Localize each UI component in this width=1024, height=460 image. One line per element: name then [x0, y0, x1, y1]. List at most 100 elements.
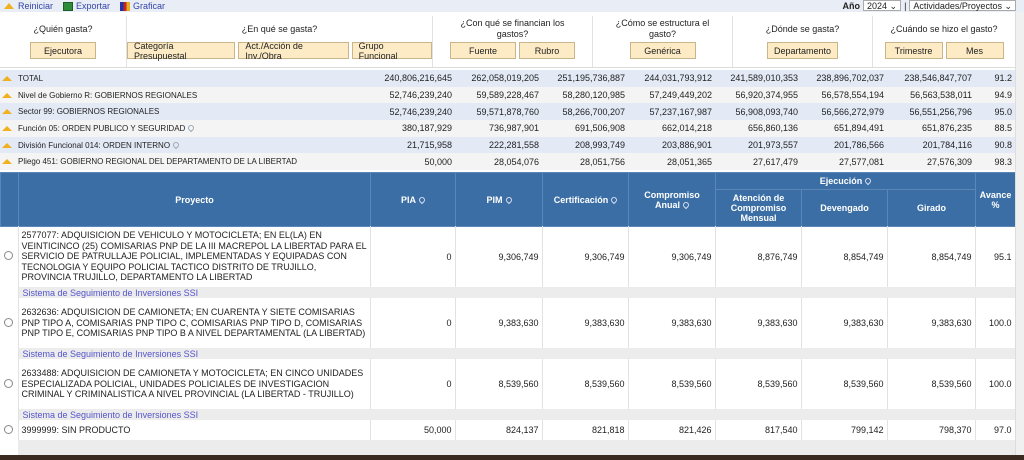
- summary-label: TOTAL: [18, 73, 44, 83]
- header-girado[interactable]: Girado: [886, 189, 977, 227]
- info-pin-icon[interactable]: [610, 195, 619, 204]
- summary-value: 662,014,218: [661, 123, 712, 134]
- project-value: 9,383,630: [628, 298, 716, 348]
- ssi-link[interactable]: Sistema de Seguimiento de Inversiones SS…: [18, 348, 1016, 359]
- summary-value: 240,806,216,645: [384, 73, 452, 84]
- project-value: 9,383,630: [887, 298, 976, 348]
- pia-label: PIA: [400, 194, 416, 205]
- summary-value: 238,546,847,707: [904, 73, 972, 84]
- info-pin-icon[interactable]: [417, 195, 427, 204]
- chart-link[interactable]: Graficar: [120, 1, 165, 11]
- header-avance[interactable]: Avance%: [975, 172, 1017, 227]
- header-pia[interactable]: PIA: [370, 172, 456, 227]
- rubro-button[interactable]: Rubro: [519, 42, 575, 59]
- info-pin-icon[interactable]: [504, 195, 513, 204]
- grupo-funcional-button[interactable]: Grupo Funcional: [351, 41, 432, 61]
- summary-row[interactable]: División Funcional 014: ORDEN INTERNO 21,…: [0, 136, 1015, 154]
- summary-label: Nivel de Gobierno R: GOBIERNOS REGIONALE…: [18, 90, 198, 100]
- summary-label-cell: Función 05: ORDEN PUBLICO Y SEGURIDAD: [0, 120, 370, 137]
- export-link[interactable]: Exportar: [63, 1, 110, 11]
- fuente-button[interactable]: Fuente: [450, 42, 516, 59]
- collapse-icon[interactable]: [2, 92, 12, 98]
- ssi-link[interactable]: Sistema de Seguimiento de Inversiones SS…: [18, 409, 1016, 420]
- departamento-button[interactable]: Departamento: [766, 42, 839, 59]
- summary-value: 91.2: [994, 73, 1012, 84]
- project-value: 8,539,560: [801, 359, 888, 409]
- filter-group-funding: ¿Con qué se financian los gastos? Fuente R…: [433, 16, 593, 67]
- year-select[interactable]: 2024 ⌄: [862, 0, 902, 11]
- row-select-cell: [0, 359, 19, 409]
- view-select[interactable]: Actividades/Proyectos ⌄: [909, 0, 1016, 11]
- row-radio[interactable]: [4, 317, 14, 327]
- vertical-scrollbar[interactable]: [1015, 12, 1024, 455]
- header-compromiso-anual[interactable]: Compromiso Anual: [628, 172, 716, 227]
- project-value: 8,854,749: [887, 226, 976, 287]
- header-atencion[interactable]: Atención de Compromiso Mensual: [715, 189, 802, 227]
- summary-value: 56,908,093,740: [735, 106, 798, 117]
- mes-button[interactable]: Mes: [945, 42, 1004, 59]
- header-pim[interactable]: PIM: [455, 172, 543, 227]
- collapse-icon[interactable]: [2, 109, 12, 115]
- info-pin-icon[interactable]: [171, 140, 181, 149]
- project-value: 9,306,749: [455, 226, 543, 287]
- summary-value: 651,876,235: [921, 123, 972, 134]
- generica-button[interactable]: Genérica: [629, 42, 696, 59]
- project-name: 3999999: SIN PRODUCTO: [18, 420, 371, 440]
- ssi-link[interactable]: Sistema de Seguimiento de Inversiones SS…: [18, 287, 1016, 298]
- summary-value: 56,566,272,979: [821, 106, 884, 117]
- project-row[interactable]: 2633488: ADQUISICION DE CAMIONETA Y MOTO…: [0, 359, 1016, 409]
- summary-value: 98.3: [994, 156, 1012, 167]
- categoria-presupuestal-button[interactable]: Categoría Presupuestal: [127, 41, 236, 61]
- header-certificacion[interactable]: Certificación: [542, 172, 629, 227]
- summary-value: 56,563,538,011: [910, 90, 972, 101]
- filter-group-where: ¿Dónde se gasta? Departamento: [733, 16, 873, 67]
- info-pin-icon[interactable]: [864, 176, 873, 186]
- ssi-row: Sistema de Seguimiento de Inversiones SS…: [0, 287, 1016, 298]
- ejecutora-button[interactable]: Ejecutora: [30, 42, 96, 59]
- project-value: 8,854,749: [801, 226, 888, 287]
- header-devengado[interactable]: Devengado: [801, 189, 888, 227]
- avance-percent-label: %: [991, 199, 1000, 210]
- filter-question: ¿Cuándo se hizo el gasto?: [890, 23, 998, 34]
- row-radio[interactable]: [4, 251, 14, 260]
- filter-group-when: ¿Cuándo se hizo el gasto? Trimestre Mes: [873, 16, 1015, 67]
- filter-group-who: ¿Quién gasta? Ejecutora: [0, 16, 127, 67]
- info-pin-icon[interactable]: [187, 123, 196, 133]
- header-proyecto[interactable]: Proyecto: [18, 172, 371, 227]
- collapse-icon[interactable]: [2, 125, 12, 131]
- project-value: 821,818: [542, 420, 629, 440]
- spacer: [0, 348, 19, 359]
- project-value: 8,539,560: [628, 359, 716, 409]
- collapse-icon[interactable]: [2, 159, 12, 165]
- row-radio[interactable]: [4, 378, 14, 388]
- summary-row[interactable]: Sector 99: GOBIERNOS REGIONALES 52,746,23…: [0, 103, 1015, 121]
- collapse-icon[interactable]: [2, 75, 12, 81]
- project-row[interactable]: 2577077: ADQUISICION DE VEHICULO Y MOTOC…: [0, 226, 1016, 287]
- summary-value: 208,993,749: [574, 140, 625, 151]
- summary-value: 27,577,081: [838, 156, 884, 167]
- project-value: 95.1: [975, 226, 1016, 287]
- summary-row[interactable]: Pliego 451: GOBIERNO REGIONAL DEL DEPART…: [0, 153, 1015, 171]
- summary-row[interactable]: Nivel de Gobierno R: GOBIERNOS REGIONALE…: [0, 86, 1015, 104]
- reset-link[interactable]: Reiniciar: [4, 1, 53, 11]
- project-row[interactable]: 3999999: SIN PRODUCTO 50,000 824,137 821,81…: [0, 420, 1016, 440]
- filter-question: ¿En qué se gasta?: [241, 23, 318, 34]
- trimestre-button[interactable]: Trimestre: [884, 42, 943, 59]
- comp-label-2: Anual: [654, 199, 680, 210]
- cert-label: Certificación: [553, 194, 609, 205]
- act-accion-button[interactable]: Act./Acción de Inv./Obra: [238, 41, 349, 61]
- summary-row[interactable]: Función 05: ORDEN PUBLICO Y SEGURIDAD 380…: [0, 120, 1015, 137]
- export-label: Exportar: [76, 1, 111, 11]
- header-ejecucion: Ejecución: [714, 172, 977, 190]
- summary-value: 241,589,010,353: [730, 73, 798, 84]
- project-value: 824,137: [455, 420, 543, 440]
- ejecucion-label: Ejecución: [819, 176, 863, 186]
- collapse-icon[interactable]: [2, 142, 12, 148]
- summary-row[interactable]: TOTAL 240,806,216,645 262,058,019,205 251,1…: [0, 70, 1015, 87]
- project-value: 8,539,560: [887, 359, 976, 409]
- info-pin-icon[interactable]: [681, 200, 691, 209]
- filter-panel: ¿Quién gasta? Ejecutora ¿En qué se gasta?…: [0, 16, 1015, 68]
- row-radio[interactable]: [4, 424, 14, 434]
- project-row[interactable]: 2632636: ADQUISICION DE CAMIONETA; EN CU…: [0, 298, 1016, 348]
- year-label: Año: [842, 0, 860, 11]
